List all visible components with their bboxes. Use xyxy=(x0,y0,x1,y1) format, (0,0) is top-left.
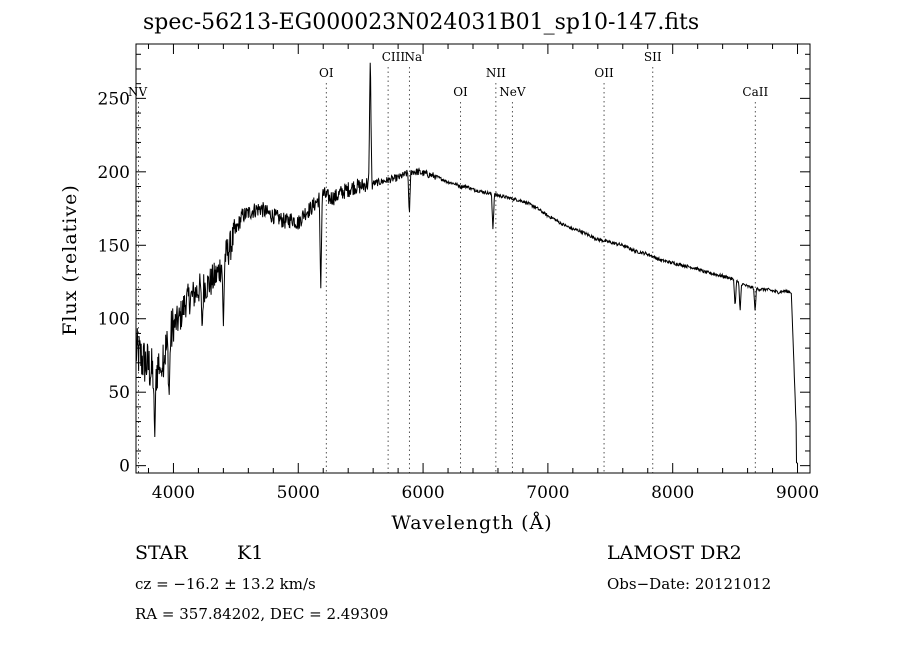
y-tick-label: 250 xyxy=(98,89,130,109)
line-marker-label: CaII xyxy=(742,85,768,99)
obs-date: Obs−Date: 20121012 xyxy=(607,575,772,593)
y-tick-label: 200 xyxy=(98,163,130,183)
y-tick-label: 150 xyxy=(98,236,130,256)
line-marker-labels: NV OI CIII Na OI NII NeV OII SII CaII xyxy=(128,50,768,99)
line-marker-label: OII xyxy=(594,66,614,80)
line-marker-label: NV xyxy=(128,85,148,99)
line-marker-label: OI xyxy=(319,66,334,80)
x-tick-label: 6000 xyxy=(401,483,444,503)
y-tick-label: 0 xyxy=(119,457,130,477)
object-class: STAR xyxy=(135,542,188,564)
plot-frame xyxy=(135,43,811,474)
x-tick-label: 9000 xyxy=(776,483,819,503)
coordinates: RA = 357.84202, DEC = 2.49309 xyxy=(135,605,389,623)
line-marker-label: NII xyxy=(486,66,506,80)
x-tick-label: 8000 xyxy=(651,483,694,503)
spectrum-series xyxy=(135,62,798,464)
line-marker-label: CIII xyxy=(382,50,406,64)
y-tick-label: 100 xyxy=(98,310,130,330)
y-axis-label: Flux (relative) xyxy=(59,184,81,336)
object-subclass: K1 xyxy=(237,542,264,564)
x-axis-label: Wavelength (Å) xyxy=(391,512,553,534)
x-axis-ticks: 4000 5000 6000 7000 8000 9000 xyxy=(147,44,819,503)
line-marker-label: Na xyxy=(404,50,422,64)
line-marker-label: OI xyxy=(453,85,468,99)
spectrum-line xyxy=(135,62,798,464)
y-tick-label: 50 xyxy=(108,383,130,403)
x-tick-label: 5000 xyxy=(277,483,320,503)
redshift-info: cz = −16.2 ± 13.2 km/s xyxy=(135,575,316,593)
chart-title: spec-56213-EG000023N024031B01_sp10-147.f… xyxy=(143,10,700,35)
line-markers xyxy=(137,67,756,473)
line-marker-label: SII xyxy=(644,50,662,64)
x-tick-label: 4000 xyxy=(152,483,195,503)
line-marker-label: NeV xyxy=(499,85,526,99)
survey-name: LAMOST DR2 xyxy=(607,542,742,564)
y-axis-ticks: 0 50 100 150 200 250 xyxy=(98,53,810,477)
x-tick-label: 7000 xyxy=(526,483,569,503)
